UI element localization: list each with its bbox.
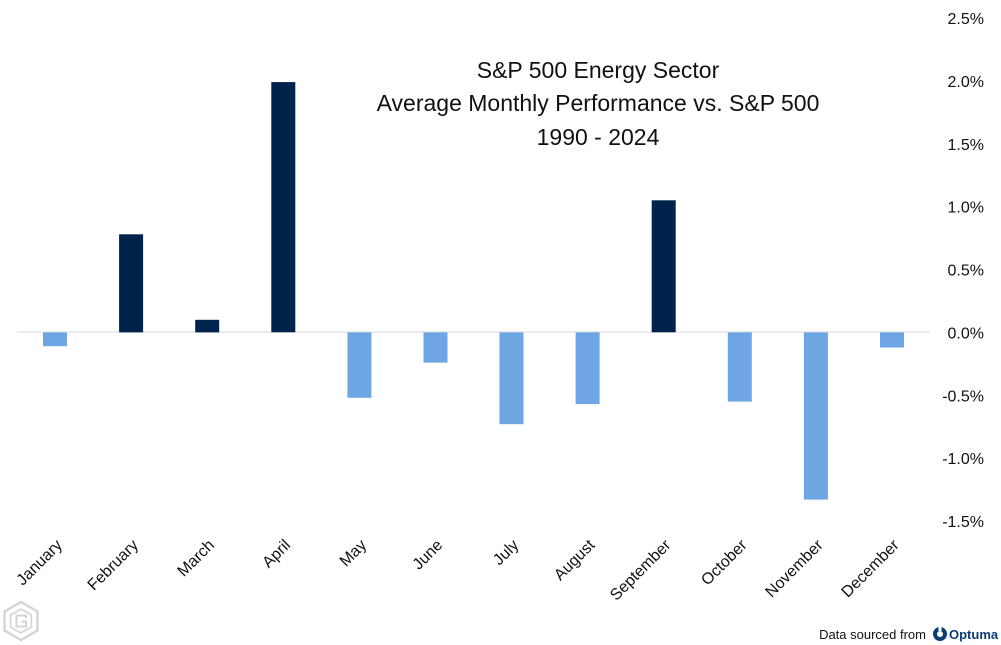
x-tick-label: August [551,536,599,584]
optuma-brand-name: Optuma [949,627,999,642]
y-tick-label: -0.5% [942,388,984,405]
y-tick-label: -1.5% [942,514,984,531]
bar-may [347,332,372,398]
chart-title-line-2: Average Monthly Performance vs. S&P 500 [377,90,820,116]
bar-august [575,332,600,405]
chart-title-line-1: S&P 500 Energy Sector [477,57,720,83]
bar-series [43,82,904,500]
x-tick-label: April [259,537,294,572]
y-tick-label: 0.0% [948,325,984,342]
y-axis: 2.5% 2.0% 1.5% 1.0% 0.5% 0.0% -0.5% -1.0% -1.5% [942,11,984,531]
x-tick-label: July [490,537,522,569]
x-tick-label: January [14,537,66,589]
x-tick-label: December [839,536,904,601]
chart-title: S&P 500 Energy Sector Average Monthly Pe… [377,57,820,150]
x-tick-label: September [607,536,675,604]
y-tick-label: 1.5% [948,137,984,154]
y-tick-label: 0.5% [948,263,984,280]
bar-october [727,332,752,402]
bar-january [43,332,67,347]
source-text: Data sourced from [819,627,926,642]
y-tick-label: 2.5% [948,11,984,28]
hexagon-g-logo-icon [3,600,39,642]
bar-december [880,332,904,348]
bar-february [119,234,144,333]
bar-september [651,200,676,333]
x-tick-label: May [337,537,370,570]
x-tick-label: February [85,537,142,594]
y-tick-label: 2.0% [948,74,984,91]
bar-april [271,82,296,333]
x-tick-label: March [175,537,218,580]
y-tick-label: -1.0% [942,451,984,468]
x-tick-label: June [410,537,447,574]
x-tick-label: November [762,536,827,601]
source-attribution: Data sourced from Optuma [819,626,999,642]
bar-june [423,332,448,363]
x-tick-label: October [698,536,751,589]
x-axis: January February March April May June July Augu… [14,536,904,604]
bar-july [499,332,524,425]
chart-title-line-3: 1990 - 2024 [537,124,660,150]
y-tick-label: 1.0% [948,200,984,217]
bar-march [195,319,220,333]
optuma-logo-icon [933,626,947,641]
bar-november [803,332,828,500]
